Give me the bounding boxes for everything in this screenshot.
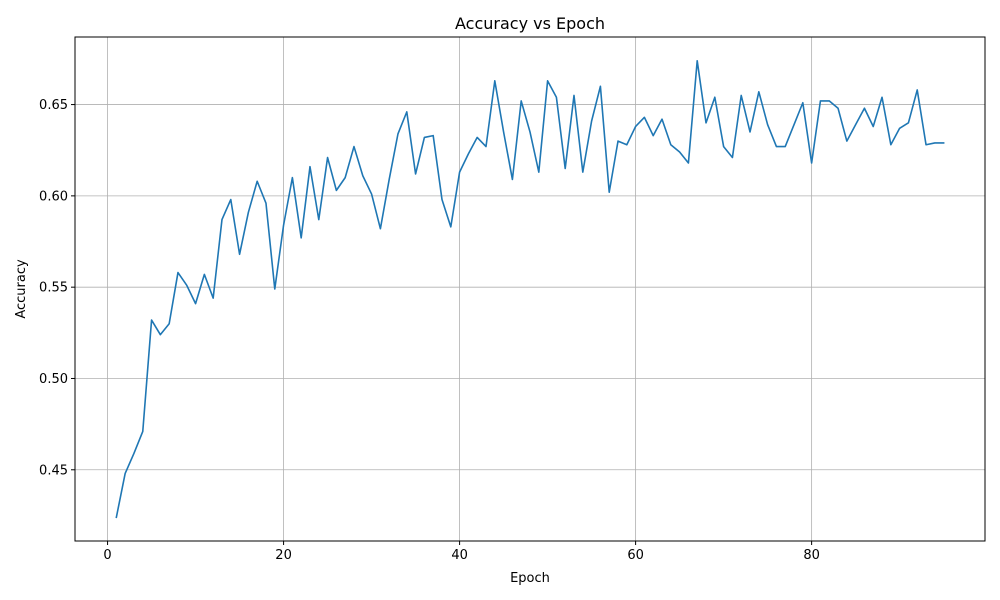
y-tick-label: 0.50 xyxy=(39,372,68,387)
x-tick-label: 60 xyxy=(627,548,644,563)
x-tick-label: 40 xyxy=(451,548,468,563)
accuracy-series-line xyxy=(115,59,945,519)
x-axis-ticks: 0 20 40 60 80 xyxy=(103,541,820,563)
chart-title: Accuracy vs Epoch xyxy=(455,14,605,33)
x-tick-label: 80 xyxy=(803,548,820,563)
x-tick-label: 20 xyxy=(275,548,292,563)
x-axis-label: Epoch xyxy=(510,571,550,586)
y-axis-label: Accuracy xyxy=(14,259,29,319)
x-tick-label: 0 xyxy=(103,548,111,563)
y-tick-label: 0.45 xyxy=(39,463,68,478)
y-tick-label: 0.55 xyxy=(39,281,68,296)
y-axis-ticks: 0.45 0.50 0.55 0.60 0.65 xyxy=(39,98,75,478)
plot-frame xyxy=(74,36,986,542)
y-tick-label: 0.60 xyxy=(39,189,68,204)
y-tick-label: 0.65 xyxy=(39,98,68,113)
